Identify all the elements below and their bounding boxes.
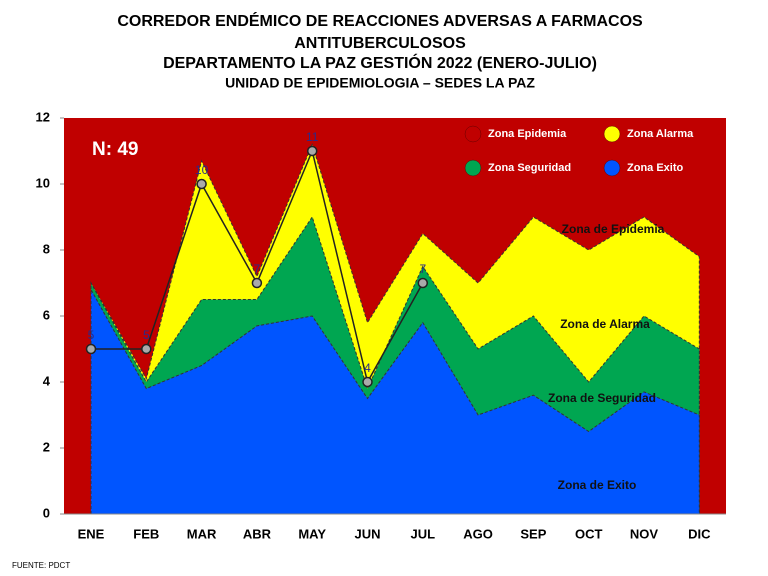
case-point <box>306 145 318 157</box>
legend-marker <box>464 159 482 177</box>
data-label: 5 <box>88 328 95 342</box>
y-tick-label: 2 <box>43 439 50 454</box>
zone-label: Zona de Seguridad <box>548 391 656 405</box>
y-tick-label: 10 <box>36 175 50 190</box>
y-tick-label: 8 <box>43 241 50 256</box>
legend-label: Zona Exito <box>627 162 684 174</box>
zone-label: Zona de Epidemia <box>562 222 665 236</box>
data-label: 4 <box>364 361 371 375</box>
x-tick-label: ABR <box>243 526 272 541</box>
x-tick-label: FEB <box>133 526 159 541</box>
legend-marker <box>464 125 482 143</box>
data-label: 10 <box>195 163 209 177</box>
n-label: N: 49 <box>92 139 138 160</box>
chart-title: CORREDOR ENDÉMICO DE REACCIONES ADVERSAS… <box>117 11 643 30</box>
y-tick-label: 4 <box>43 373 51 388</box>
zone-label: Zona de Alarma <box>560 317 650 331</box>
legend-label: Zona Seguridad <box>488 162 571 174</box>
chart-title: ANTITUBERCULOSOS <box>294 35 466 52</box>
chart-subtitle: DEPARTAMENTO LA PAZ GESTIÓN 2022 (ENERO-… <box>163 53 597 72</box>
x-tick-label: DIC <box>688 526 711 541</box>
case-point <box>85 343 97 355</box>
x-tick-label: AGO <box>463 526 493 541</box>
y-tick-label: 0 <box>43 505 50 520</box>
case-point <box>196 178 207 190</box>
x-tick-label: JUL <box>411 526 436 541</box>
source: FUENTE: PDCT <box>12 561 70 570</box>
zone-label: Zona de Exito <box>558 478 637 492</box>
x-tick-label: MAY <box>298 526 326 541</box>
legend-marker <box>603 125 621 143</box>
x-tick-label: MAR <box>187 526 217 541</box>
x-tick-label: OCT <box>575 526 603 541</box>
case-point <box>251 277 263 289</box>
case-point <box>141 343 152 355</box>
area <box>90 287 700 515</box>
data-label: 5 <box>143 328 150 342</box>
data-label: 11 <box>306 130 319 144</box>
x-tick-label: NOV <box>630 526 659 541</box>
x-tick-label: ENE <box>78 526 105 541</box>
legend-label: Zona Epidemia <box>488 128 567 140</box>
case-point <box>362 376 373 388</box>
x-tick-label: SEP <box>520 526 546 541</box>
legend-label: Zona Alarma <box>627 128 694 140</box>
case-point <box>417 277 429 289</box>
x-tick-label: JUN <box>354 526 380 541</box>
data-label: 7 <box>254 262 261 276</box>
chart-subtitle: UNIDAD DE EPIDEMIOLOGIA – SEDES LA PAZ <box>225 75 535 91</box>
data-label: 7 <box>419 262 426 276</box>
y-tick-label: 12 <box>36 109 50 124</box>
y-tick-label: 6 <box>43 307 50 322</box>
legend-marker <box>603 159 621 177</box>
